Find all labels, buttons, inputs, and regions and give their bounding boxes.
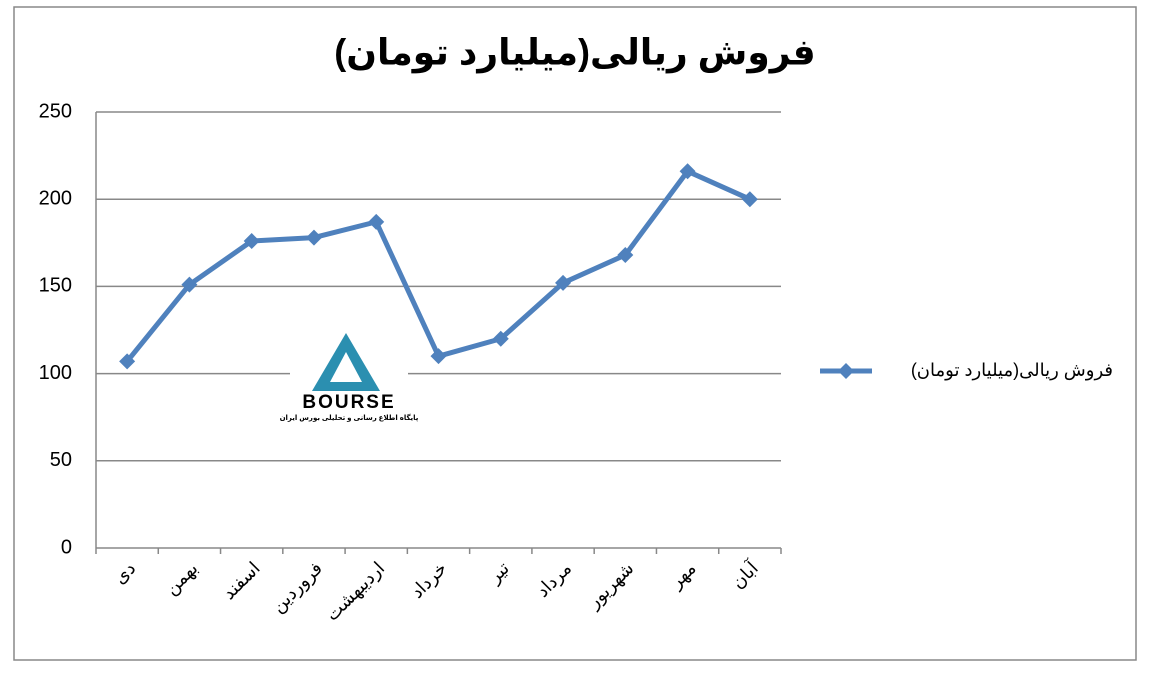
- point: [181, 276, 198, 293]
- y-tick-label: 250: [39, 100, 72, 122]
- watermark-text: BOURSE: [302, 392, 395, 413]
- chart-frame: [13, 6, 1137, 661]
- point: [492, 330, 509, 347]
- point: [430, 348, 447, 365]
- watermark-logo-inner: [330, 352, 362, 382]
- point: [741, 191, 758, 208]
- point: [119, 353, 136, 370]
- watermark: BOURSE پایگاه اطلاع رسانی و تحلیلی بورس …: [280, 320, 419, 430]
- watermark-subtitle: پایگاه اطلاع رسانی و تحلیلی بورس ایران: [280, 413, 419, 422]
- point: [305, 229, 322, 246]
- point: [617, 247, 634, 264]
- point: [555, 274, 572, 291]
- chart-title: فروش ریالی(میلیارد تومان): [334, 32, 815, 74]
- y-tick-label: 200: [39, 187, 72, 209]
- y-tick-label: 150: [39, 275, 72, 297]
- point: [243, 233, 260, 250]
- y-tick-label: 50: [50, 449, 72, 471]
- y-tick-label: 100: [39, 362, 72, 384]
- point: [368, 213, 385, 230]
- legend-marker: [838, 363, 854, 379]
- legend-label: فروش ریالی(میلیارد تومان): [911, 360, 1113, 381]
- point: [679, 163, 696, 180]
- y-tick-label: 0: [61, 536, 72, 558]
